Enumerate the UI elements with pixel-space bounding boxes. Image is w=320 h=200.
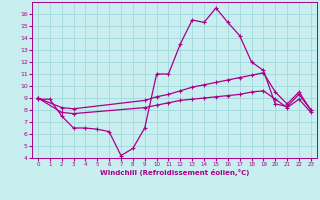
X-axis label: Windchill (Refroidissement éolien,°C): Windchill (Refroidissement éolien,°C) xyxy=(100,169,249,176)
